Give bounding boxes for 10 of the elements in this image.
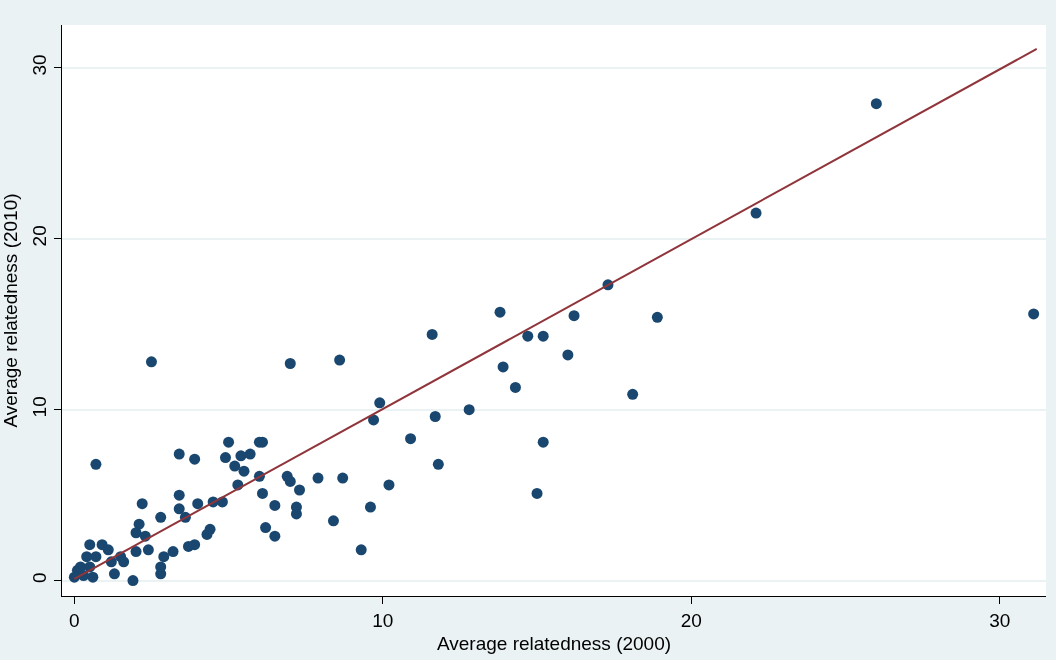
x-tick-label: 0 — [69, 609, 80, 631]
y-tick-label: 0 — [29, 572, 51, 584]
x-tick-label: 10 — [372, 609, 394, 631]
x-tick-label: 20 — [680, 609, 702, 631]
y-tick-label: 30 — [29, 54, 51, 76]
x-tick-label: 30 — [989, 609, 1011, 631]
y-tick-label: 10 — [29, 396, 51, 418]
y-tick-label: 20 — [29, 225, 51, 247]
x-axis-title: Average relatedness (2000) — [436, 632, 672, 654]
y-axis-title: Average relatedness (2010) — [0, 193, 22, 428]
